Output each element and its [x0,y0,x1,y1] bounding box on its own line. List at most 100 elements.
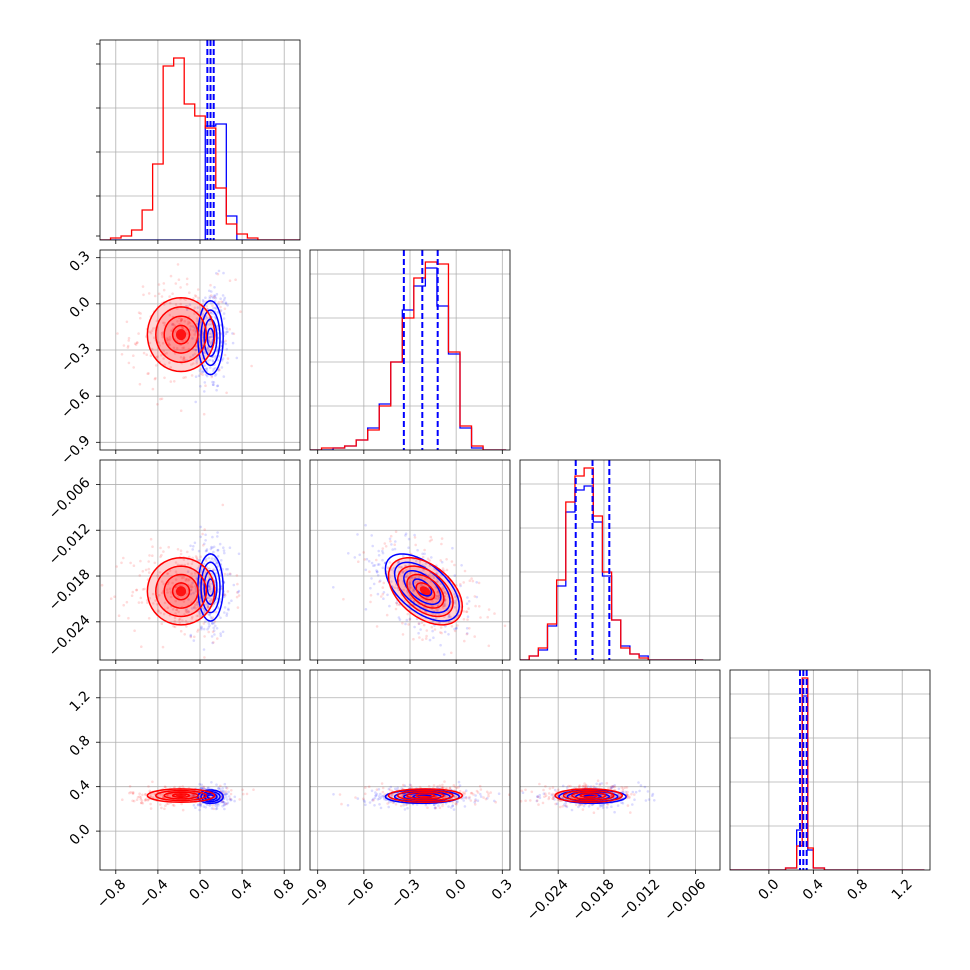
panel-3-2-sample-red-164 [559,795,563,798]
panel-1-0-sample-red-107 [172,346,176,350]
panel-3-0-contour-red-1 [163,791,199,800]
x-tick-label-0-0: −0.8 [94,876,129,911]
panel-2-0-sample-blue-144 [191,581,194,585]
panel-1-0-sample-blue-119 [208,358,212,362]
panel-2-1-sample-blue-19 [408,585,411,589]
panel-3-0-sample-blue-119 [215,805,219,808]
panel-3-2-sample-red-148 [559,805,562,809]
panel-2-0-sample-blue-78 [208,624,211,627]
panel-3-2-contour-red-1 [571,791,607,800]
panel-2-1-sample-blue-51 [388,537,392,541]
panel-3-1-sample-red-69 [440,785,444,789]
panel-1-0-sample-blue-146 [188,328,192,331]
panel-3-2-sample-blue-219 [590,803,594,807]
panel-1-0-sample-red-161 [126,344,130,348]
panel-2-0-sample-blue-35 [196,567,200,570]
panel-1-0-sample-red-255 [190,363,193,366]
panel-3-1-sample-blue-117 [375,792,379,796]
panel-2-0-sample-red-113 [221,503,225,507]
panel-2-0-sample-blue-199 [215,562,218,565]
panel-2-1-sample-red-106 [428,573,431,577]
panel-1-0-sample-blue-72 [221,357,225,360]
panel-3-1-sample-blue-101 [377,788,381,791]
panel-2-0-sample-red-3 [174,599,177,603]
panel-2-1-sample-red-207 [413,536,417,539]
panel-3-0-sample-red-175 [229,792,233,796]
panel-2-1-sample-blue-191 [413,625,416,629]
panel-2-1-sample-blue-213 [406,574,409,578]
panel-3-2-sample-blue-241 [609,786,613,789]
panel-3-0-sample-red-130 [147,798,150,801]
panel-3-1-sample-red-150 [442,786,445,789]
panel-3-1-sample-red-63 [391,793,394,797]
panel-2-0-sample-blue-0 [192,606,196,610]
panel-2-0-sample-blue-233 [189,634,192,638]
panel-2-1-sample-red-255 [450,560,454,563]
panel-1-0-sample-blue-88 [206,359,209,363]
panel-1-0-sample-red-196 [188,321,192,325]
panel-1-0-sample-blue-127 [222,298,226,302]
panel-1-0-sample-red-121 [161,341,165,345]
panel-3-2-sample-blue-31 [565,786,569,789]
panel-2-0-sample-blue-172 [202,562,206,566]
panel-2-0-sample-blue-12 [192,545,195,548]
panel-3-1-sample-red-192 [445,786,448,790]
panel-2-0-sample-red-39 [204,559,208,563]
panel-3-2-sample-blue-111 [536,795,539,798]
panel-2-1-sample-red-146 [368,570,371,573]
panel-2-0-sample-blue-18 [194,587,198,590]
panel-1-0-sample-blue-9 [214,354,217,358]
panel-2-1-sample-blue-172 [431,612,434,616]
panel-2-0-sample-blue-176 [199,570,203,574]
panel-2-0-sample-red-148 [135,588,138,592]
panel-1-0-sample-red-53 [200,367,203,371]
panel-2-0-sample-blue-7 [208,596,211,600]
panel-3-1-sample-blue-154 [387,805,391,809]
panel-2-0-sample-red-133 [147,571,151,574]
panel-3-2-sample-red-182 [596,807,600,810]
panel-2-0-sample-red-67 [162,582,165,586]
panel-3-0-sample-red-235 [199,802,202,805]
panel-1-0-sample-blue-110 [215,349,218,352]
panel-3-2-sample-blue-145 [538,793,541,797]
panel-2-1-sample-red-143 [462,581,466,584]
panel-3-1-sample-blue-81 [379,792,382,796]
panel-2-0-sample-blue-250 [199,535,202,539]
x-tick-label-2-1: −0.018 [570,876,618,924]
panel-2-0-sample-red-89 [235,574,239,577]
panel-3-2-sample-red-253 [520,799,523,803]
panel-3-0-sample-blue-94 [208,804,212,807]
panel-2-0-sample-red-85 [179,549,183,552]
panel-3-1-sample-blue-76 [450,806,453,809]
panel-2-0-sample-blue-169 [222,662,225,665]
panel-3-2-sample-blue-100 [651,792,655,796]
panel-2-1-sample-red-155 [410,597,413,601]
panel-1-0-sample-blue-221 [217,269,221,273]
panel-2-1-sample-red-183 [404,564,407,568]
panel-3-0-sample-red-185 [131,792,135,796]
panel-2-0-sample-red-208 [148,554,151,557]
panel-2-0-sample-blue-128 [197,549,201,553]
panel-1-0-sample-blue-102 [216,310,220,314]
panel-1-0-sample-blue-246 [215,388,218,392]
panel-3-1-sample-blue-159 [493,799,496,803]
panel-3-2-sample-blue-251 [631,803,634,806]
panel-3-2-sample-blue-180 [593,786,596,789]
panel-2-1-sample-red-18 [441,567,445,570]
panel-3-0-sample-blue-244 [222,803,226,807]
panel-1-0-sample-red-83 [146,372,149,376]
panel-3-1-sample-blue-161 [377,795,381,798]
panel-3-2-sample-red-105 [583,785,586,788]
panel-2-1-sample-blue-171 [417,631,420,635]
panel-2-1-sample-red-196 [473,635,477,638]
panel-2-1-sample-blue-111 [376,574,380,577]
x-tick-label-1-0: −0.9 [296,876,331,911]
panel-2-0-sample-blue-16 [192,591,195,595]
panel-2-0-sample-red-238 [129,561,132,565]
panel-2-0-sample-blue-32 [229,573,232,576]
panel-2-0-sample-blue-123 [186,570,190,573]
panel-1-0-sample-red-34 [150,347,154,351]
panel-1-0-sample-blue-84 [205,367,208,371]
panel-2-1-sample-red-75 [402,569,406,573]
